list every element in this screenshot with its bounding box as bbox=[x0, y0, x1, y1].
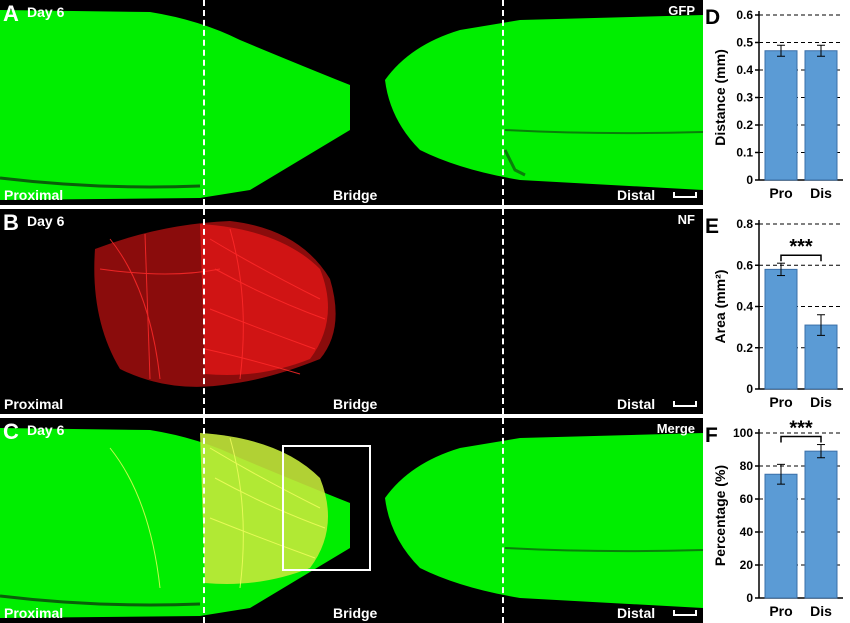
chart-panel-letter: F bbox=[705, 424, 718, 447]
boundary-line-right bbox=[502, 0, 504, 205]
stain-label: NF bbox=[677, 212, 695, 227]
proximal-label: Proximal bbox=[4, 187, 64, 203]
x-tick-label: Pro bbox=[769, 394, 792, 410]
chart-svg: F Percentage (%) 0 20 40 60 80 100 Pro Dis *** bbox=[705, 418, 843, 619]
y-tick-label: 0.4 bbox=[736, 300, 753, 314]
panel-letter: A bbox=[3, 1, 19, 26]
chart-panel-letter: D bbox=[705, 6, 720, 29]
x-tick-label: Pro bbox=[769, 185, 792, 201]
bar-dis bbox=[804, 50, 838, 181]
significance-bracket bbox=[780, 435, 822, 443]
merge-tissue-image bbox=[0, 428, 703, 618]
y-tick-label: 60 bbox=[740, 492, 754, 506]
significance-bracket bbox=[780, 254, 822, 262]
distal-label: Distal bbox=[617, 396, 656, 412]
x-tick-label: Dis bbox=[810, 394, 832, 410]
scale-bar bbox=[673, 610, 697, 616]
y-tick-label: 0.8 bbox=[736, 217, 753, 231]
y-tick-label: 0.5 bbox=[736, 36, 753, 50]
significance-marker: *** bbox=[789, 418, 813, 440]
y-tick-label: 40 bbox=[740, 525, 754, 539]
stain-label: Merge bbox=[656, 421, 695, 436]
proximal-label: Proximal bbox=[4, 605, 64, 621]
y-tick-label: 20 bbox=[740, 558, 754, 572]
x-tick-label: Dis bbox=[810, 603, 832, 619]
y-axis-label: Percentage (%) bbox=[712, 465, 728, 566]
distal-label: Distal bbox=[617, 187, 656, 203]
area-bar-chart: E Area (mm²) 0 0.2 0.4 0.6 0.8 Pro Dis *** bbox=[703, 209, 850, 414]
distance-bar-chart: D Distance (mm) 0 0.1 0.2 0.3 0.4 0.5 0.6 Pro Dis bbox=[703, 0, 850, 205]
y-tick-label: 0.2 bbox=[736, 118, 753, 132]
percentage-bar-chart: F Percentage (%) 0 20 40 60 80 100 Pro Dis *** bbox=[703, 418, 850, 623]
x-tick-label: Pro bbox=[769, 603, 792, 619]
chart-svg: D Distance (mm) 0 0.1 0.2 0.3 0.4 0.5 0.6 Pro Dis bbox=[705, 6, 843, 201]
boundary-line-left bbox=[203, 209, 205, 414]
y-tick-label: 0.2 bbox=[736, 341, 753, 355]
bar-dis bbox=[804, 450, 838, 599]
y-tick-label: 80 bbox=[740, 459, 754, 473]
bar-pro bbox=[764, 473, 798, 599]
y-tick-label: 0 bbox=[746, 382, 753, 396]
y-tick-label: 0.6 bbox=[736, 258, 753, 272]
boundary-line-right bbox=[502, 418, 504, 623]
boundary-line-left bbox=[203, 0, 205, 205]
proximal-label: Proximal bbox=[4, 396, 64, 412]
chart-svg: E Area (mm²) 0 0.2 0.4 0.6 0.8 Pro Dis *** bbox=[705, 215, 843, 410]
bridge-label: Bridge bbox=[333, 187, 378, 203]
day-label: Day 6 bbox=[27, 422, 65, 438]
scale-bar bbox=[673, 192, 697, 198]
y-axis-label: Area (mm²) bbox=[712, 270, 728, 344]
gfp-tissue-image bbox=[0, 10, 703, 200]
significance-marker: *** bbox=[789, 236, 813, 258]
day-label: Day 6 bbox=[27, 4, 65, 20]
micrograph-panel-b: B Day 6 NF Proximal Bridge Distal bbox=[0, 209, 703, 414]
boundary-line-right bbox=[502, 209, 504, 414]
micrograph-panel-a: A Day 6 GFP Proximal Bridge Distal bbox=[0, 0, 703, 205]
y-axis-label: Distance (mm) bbox=[712, 49, 728, 145]
y-tick-label: 0 bbox=[746, 173, 753, 187]
chart-panel-letter: E bbox=[705, 215, 719, 238]
bar-pro bbox=[764, 268, 798, 390]
stain-label: GFP bbox=[668, 3, 695, 18]
y-tick-label: 0.6 bbox=[736, 8, 753, 22]
panel-letter: B bbox=[3, 210, 19, 235]
panel-letter: C bbox=[3, 419, 19, 444]
y-tick-label: 100 bbox=[733, 426, 753, 440]
bridge-label: Bridge bbox=[333, 396, 378, 412]
bar-pro bbox=[764, 50, 798, 181]
bridge-label: Bridge bbox=[333, 605, 378, 621]
micrograph-panel-c: C Day 6 Merge Proximal Bridge Distal bbox=[0, 418, 703, 623]
x-tick-label: Dis bbox=[810, 185, 832, 201]
y-tick-label: 0.1 bbox=[736, 146, 753, 160]
nf-tissue-image bbox=[94, 221, 336, 387]
y-tick-label: 0.4 bbox=[736, 63, 753, 77]
y-tick-label: 0 bbox=[746, 591, 753, 605]
scale-bar bbox=[673, 401, 697, 407]
zoom-region-box bbox=[282, 445, 371, 571]
day-label: Day 6 bbox=[27, 213, 65, 229]
y-tick-label: 0.3 bbox=[736, 91, 753, 105]
distal-label: Distal bbox=[617, 605, 656, 621]
boundary-line-left bbox=[203, 418, 205, 623]
